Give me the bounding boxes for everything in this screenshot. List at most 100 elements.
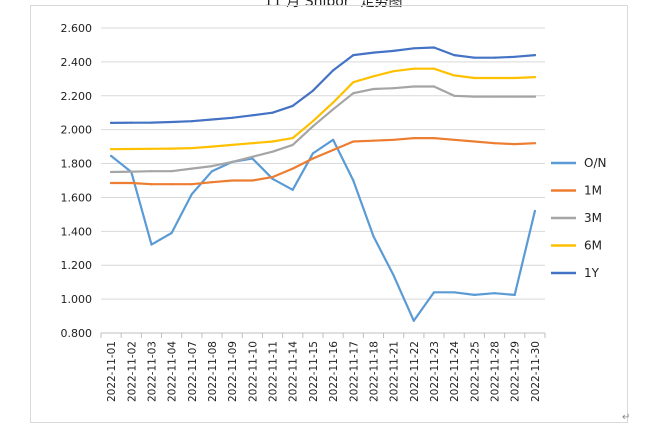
data-point: [130, 147, 133, 151]
data-point: [392, 138, 395, 141]
data-point: [392, 87, 395, 90]
legend-label: 1M: [584, 184, 602, 198]
legend-label: 6M: [584, 239, 602, 253]
y-tick-label: 2.200: [61, 90, 93, 103]
legend-label: 1Y: [584, 266, 600, 280]
data-point: [473, 76, 476, 80]
data-point: [331, 108, 335, 111]
y-tick-label: 1.400: [61, 225, 93, 238]
data-point: [231, 179, 234, 182]
y-tick-label: 2.400: [61, 56, 93, 69]
data-point: [432, 137, 436, 140]
data-point: [473, 140, 476, 143]
data-point: [251, 155, 254, 158]
data-point: [210, 118, 214, 121]
data-point: [190, 183, 193, 186]
data-point: [372, 75, 375, 78]
data-point: [453, 291, 456, 294]
paragraph-mark: ↵: [622, 412, 631, 423]
x-axis: 2022-11-01 2022-11-02 2022-11-03 2022-11-04…: [100, 332, 546, 402]
x-tick-label: 2022-11-03: [146, 341, 158, 402]
data-point: [493, 292, 496, 295]
x-tick-label: 2022-11-07: [187, 341, 199, 402]
data-point: [352, 54, 355, 57]
data-point: [150, 183, 153, 186]
data-point: [513, 142, 516, 146]
data-point: [331, 69, 335, 72]
data-point: [311, 125, 315, 128]
data-point: [109, 170, 113, 174]
series-lines: [109, 46, 537, 322]
data-point: [352, 92, 355, 95]
x-tick-label: 2022-11-21: [389, 341, 401, 402]
x-tick-label: 2022-11-11: [268, 341, 280, 402]
data-point: [190, 120, 193, 123]
data-point: [352, 179, 355, 182]
x-tick-label: 2022-11-04: [167, 341, 179, 402]
data-point: [231, 160, 234, 163]
data-point: [432, 46, 436, 49]
data-point: [533, 142, 537, 145]
data-point: [291, 104, 294, 108]
data-point: [533, 54, 537, 57]
data-point: [190, 192, 193, 196]
data-point: [453, 74, 456, 77]
data-point: [513, 95, 516, 98]
data-point: [311, 89, 315, 92]
data-point: [109, 121, 113, 124]
y-tick-label: 1.000: [61, 293, 93, 306]
series-line-4: [109, 46, 537, 125]
series-line-2: [109, 85, 537, 174]
x-tick-label: 2022-11-25: [469, 341, 481, 402]
x-tick-label: 2022-11-14: [288, 341, 300, 402]
data-point: [150, 170, 153, 173]
data-point: [372, 235, 375, 238]
x-tick-label: 2022-11-17: [348, 341, 360, 402]
y-tick-label: 2.000: [61, 124, 93, 137]
y-tick-label: 1.200: [61, 259, 93, 272]
data-point: [432, 291, 436, 294]
data-point: [311, 157, 315, 160]
data-point: [271, 140, 274, 143]
data-point: [513, 293, 516, 296]
data-point: [109, 148, 113, 151]
data-point: [210, 170, 214, 173]
data-point: [130, 170, 133, 173]
data-point: [291, 137, 294, 140]
data-point: [412, 47, 415, 50]
data-point: [291, 143, 294, 147]
data-point: [473, 56, 476, 59]
data-point: [251, 114, 254, 117]
data-point: [453, 94, 456, 97]
series-line-3: [109, 67, 537, 151]
data-point: [251, 142, 254, 145]
data-point: [251, 179, 254, 182]
data-point: [432, 67, 436, 70]
data-point: [331, 138, 335, 141]
data-point: [170, 120, 173, 124]
data-point: [533, 209, 537, 213]
data-point: [130, 121, 133, 124]
data-point: [231, 143, 234, 147]
data-point: [352, 81, 355, 84]
data-point: [372, 87, 375, 91]
data-point: [291, 188, 294, 191]
data-point: [432, 85, 436, 88]
data-point: [231, 116, 234, 119]
x-tick-label: 2022-11-01: [106, 341, 118, 402]
legend-label: O/N: [584, 156, 606, 170]
data-point: [412, 319, 415, 322]
data-point: [331, 101, 335, 104]
data-point: [150, 243, 153, 246]
data-point: [150, 147, 153, 150]
x-tick-label: 2022-11-10: [247, 341, 259, 402]
x-tick-label: 2022-11-22: [409, 341, 421, 402]
data-point: [109, 154, 113, 158]
data-point: [392, 274, 395, 277]
y-tick-label: 1.800: [61, 158, 93, 171]
x-tick-label: 2022-11-15: [308, 341, 320, 402]
data-point: [170, 147, 173, 150]
x-tick-label: 2022-11-28: [490, 341, 502, 402]
data-point: [453, 54, 456, 57]
